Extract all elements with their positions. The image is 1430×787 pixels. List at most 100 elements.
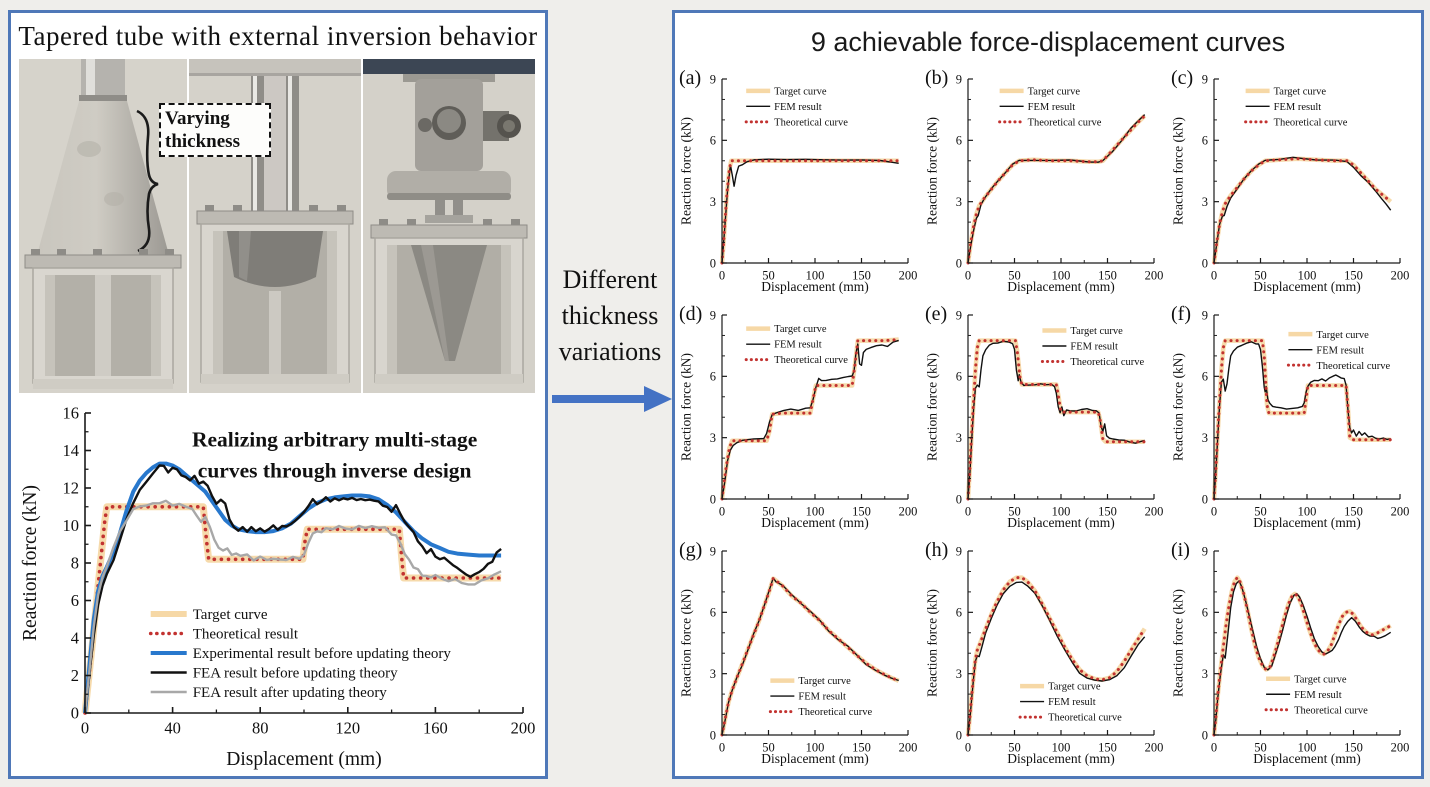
svg-text:9: 9 [1202, 544, 1208, 558]
svg-text:FEM result: FEM result [1070, 342, 1118, 353]
svg-text:150: 150 [1098, 505, 1117, 519]
svg-text:3: 3 [1202, 431, 1208, 445]
subplot-g: 0 50 100 150 200 0 3 6 9 Displacement (mm) Reactio… [676, 537, 922, 773]
subplot-b: 0 50 100 150 200 0 3 6 9 Displacement (mm) Reactio… [922, 65, 1168, 301]
svg-text:0: 0 [710, 728, 716, 742]
svg-text:0: 0 [1211, 505, 1217, 519]
svg-text:200: 200 [1145, 269, 1164, 283]
svg-text:Theoretical curve: Theoretical curve [1294, 705, 1368, 716]
svg-text:3: 3 [1202, 195, 1208, 209]
svg-text:Reaction force (kN): Reaction force (kN) [21, 485, 41, 641]
svg-text:Theoretical curve: Theoretical curve [1070, 357, 1144, 368]
svg-text:200: 200 [1145, 505, 1164, 519]
middle-line-2: thickness [561, 301, 659, 330]
svg-text:9: 9 [956, 544, 962, 558]
svg-text:200: 200 [1391, 505, 1410, 519]
svg-text:50: 50 [762, 505, 775, 519]
svg-text:Target curve: Target curve [774, 324, 827, 335]
svg-text:Displacement (mm): Displacement (mm) [1007, 515, 1115, 530]
svg-text:50: 50 [1008, 269, 1021, 283]
svg-text:Theoretical curve: Theoretical curve [1028, 117, 1102, 128]
svg-text:100: 100 [1052, 269, 1071, 283]
piston-rod [286, 76, 299, 214]
subplot-f-label: (f) [1171, 303, 1191, 325]
subplot-i-label: (i) [1171, 539, 1190, 561]
svg-text:3: 3 [710, 431, 716, 445]
subplot-e-chart: 0 50 100 150 200 0 3 6 9 Displacement (mm) Reactio… [925, 303, 1166, 533]
svg-text:2: 2 [71, 666, 79, 685]
subplot-c-label: (c) [1171, 67, 1194, 89]
svg-text:Reaction force (kN): Reaction force (kN) [1172, 117, 1186, 225]
svg-text:3: 3 [710, 195, 716, 209]
svg-text:0: 0 [956, 728, 962, 742]
svg-text:curves through inverse design: curves through inverse design [198, 459, 472, 483]
svg-text:Theoretical curve: Theoretical curve [1048, 713, 1122, 724]
svg-text:Theoretical curve: Theoretical curve [1274, 117, 1348, 128]
svg-text:150: 150 [1098, 741, 1117, 755]
svg-text:0: 0 [1202, 492, 1208, 506]
svg-text:100: 100 [806, 741, 825, 755]
svg-text:FEA result before updating the: FEA result before updating theory [193, 666, 398, 682]
svg-text:150: 150 [1344, 741, 1363, 755]
svg-text:100: 100 [1298, 505, 1317, 519]
svg-text:200: 200 [899, 505, 918, 519]
subplot-g-label: (g) [679, 539, 703, 561]
svg-text:6: 6 [710, 134, 716, 148]
subplot-e-label: (e) [925, 303, 948, 325]
svg-text:6: 6 [71, 591, 79, 610]
svg-text:0: 0 [719, 505, 725, 519]
svg-text:FEM result: FEM result [774, 340, 822, 351]
varying-thickness-brace [136, 109, 159, 253]
subplot-a-chart: 0 50 100 150 200 0 3 6 9 Displacement (mm) Reactio… [679, 67, 920, 297]
inverted-tube-bowl [227, 231, 323, 287]
svg-text:Target curve: Target curve [193, 607, 268, 623]
svg-text:Theoretical curve: Theoretical curve [1316, 361, 1390, 372]
right-panel-title: 9 achievable force-displacement curves [810, 27, 1286, 57]
svg-text:0: 0 [710, 492, 716, 506]
svg-text:Experimental result before upd: Experimental result before updating theo… [193, 646, 452, 662]
subplot-f: 0 50 100 150 200 0 3 6 9 Displacement (mm) Reactio… [1168, 301, 1414, 537]
subplot-b-label: (b) [925, 67, 949, 89]
svg-text:14: 14 [63, 441, 80, 460]
svg-text:50: 50 [762, 741, 775, 755]
svg-text:Displacement (mm): Displacement (mm) [1007, 751, 1115, 766]
svg-text:0: 0 [719, 269, 725, 283]
svg-text:FEM result: FEM result [1316, 345, 1364, 356]
svg-text:Reaction force (kN): Reaction force (kN) [680, 117, 694, 225]
svg-text:12: 12 [63, 479, 80, 498]
svg-text:Realizing arbitrary multi-stag: Realizing arbitrary multi-stage [192, 428, 477, 452]
svg-text:Theoretical curve: Theoretical curve [774, 355, 848, 366]
svg-text:100: 100 [1052, 741, 1071, 755]
subplot-c-chart: 0 50 100 150 200 0 3 6 9 Displacement (mm) Reactio… [1171, 67, 1412, 297]
svg-text:3: 3 [956, 431, 962, 445]
svg-text:6: 6 [956, 134, 962, 148]
svg-text:100: 100 [1298, 741, 1317, 755]
subplot-f-chart: 0 50 100 150 200 0 3 6 9 Displacement (mm) Reactio… [1171, 303, 1412, 533]
svg-text:200: 200 [511, 719, 536, 738]
svg-text:10: 10 [63, 516, 80, 535]
svg-text:9: 9 [1202, 72, 1208, 86]
svg-text:0: 0 [956, 256, 962, 270]
svg-text:FEM result: FEM result [798, 692, 846, 703]
svg-text:0: 0 [965, 505, 971, 519]
machine-crosshead [363, 59, 535, 74]
svg-text:Reaction force (kN): Reaction force (kN) [926, 589, 940, 697]
svg-text:Displacement (mm): Displacement (mm) [761, 515, 869, 530]
svg-text:Target curve: Target curve [774, 86, 827, 97]
svg-text:Reaction force (kN): Reaction force (kN) [926, 353, 940, 461]
svg-text:160: 160 [423, 719, 448, 738]
svg-text:0: 0 [71, 704, 79, 723]
svg-text:100: 100 [806, 269, 825, 283]
svg-text:FEM result: FEM result [1048, 697, 1096, 708]
svg-text:9: 9 [710, 544, 716, 558]
svg-text:FEM result: FEM result [1294, 690, 1342, 701]
svg-text:50: 50 [1254, 505, 1267, 519]
svg-text:3: 3 [956, 667, 962, 681]
svg-text:100: 100 [1052, 505, 1071, 519]
svg-text:3: 3 [710, 667, 716, 681]
svg-text:150: 150 [1344, 269, 1363, 283]
photo3-drawing [363, 59, 535, 393]
svg-text:6: 6 [710, 370, 716, 384]
experiment-photos: Varying thickness [19, 59, 537, 393]
svg-text:Displacement (mm): Displacement (mm) [761, 279, 869, 294]
